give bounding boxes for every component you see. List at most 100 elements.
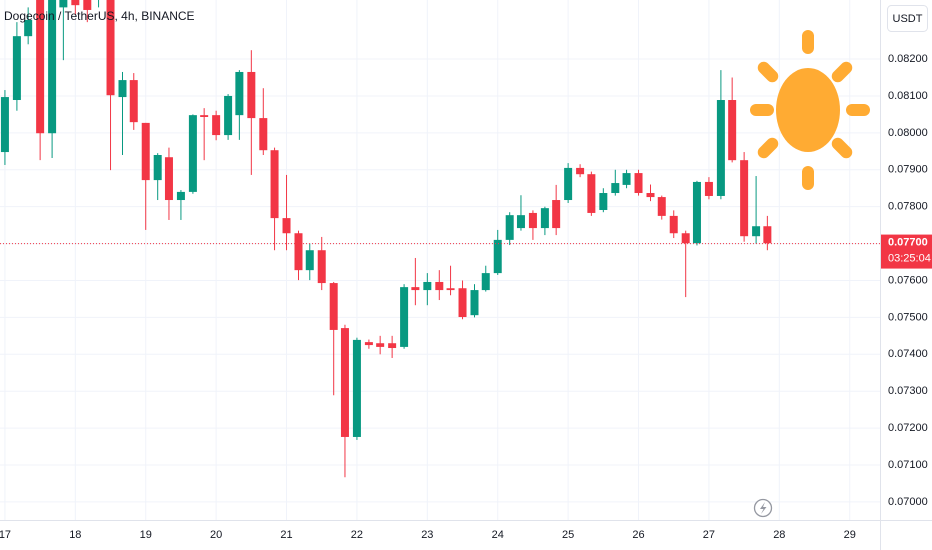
candle-body [692, 181, 701, 244]
candle-body [552, 200, 561, 229]
candle-body [599, 193, 608, 210]
candle-body [716, 100, 725, 196]
countdown-label: 03:25:04 [888, 252, 931, 264]
candle-body [400, 287, 409, 347]
candle-body [728, 100, 737, 161]
candle-body [704, 181, 713, 196]
y-tick-label: 0.08200 [888, 53, 928, 65]
x-tick-label: 21 [280, 529, 292, 541]
candle-body [646, 193, 655, 198]
candle-body [611, 183, 620, 194]
x-tick-label: 25 [562, 529, 574, 541]
candle-body [493, 239, 502, 274]
candle-body [212, 115, 221, 136]
y-tick-label: 0.07800 [888, 201, 928, 213]
candle-body [435, 281, 444, 291]
sun-icon [750, 30, 870, 190]
grid [0, 0, 880, 520]
candle-body [763, 226, 772, 244]
candle-body [118, 80, 127, 98]
currency-label[interactable]: USDT [893, 13, 923, 25]
candle-body [294, 233, 303, 271]
candle-body [752, 226, 761, 237]
y-tick-label: 0.07600 [888, 274, 928, 286]
candles [0, 0, 880, 478]
x-tick-label: 26 [632, 529, 644, 541]
y-tick-label: 0.07100 [888, 459, 928, 471]
candle-body [305, 250, 314, 271]
candle-body [587, 174, 596, 213]
candle-body [458, 288, 467, 318]
candle-body [317, 250, 326, 284]
overlay: 0.07000 0.07100 0.07200 0.07300 0.07400 0.075… [0, 53, 932, 541]
y-tick-label: 0.07400 [888, 348, 928, 360]
x-tick-label: 20 [210, 529, 222, 541]
chart-title: Dogecoin / TetherUS, 4h, BINANCE [4, 9, 195, 23]
candle-body [71, 0, 80, 6]
candle-body [259, 118, 268, 151]
currency-button[interactable] [887, 5, 928, 32]
candle-body [282, 218, 291, 234]
candle-body [106, 0, 115, 96]
candle-body [622, 173, 631, 185]
x-tick-label: 19 [140, 529, 152, 541]
candle-body [329, 283, 338, 330]
candle-body [669, 215, 678, 234]
last-price-label: 0.07700 [888, 236, 928, 248]
y-tick-label: 0.07500 [888, 311, 928, 323]
candle-body [247, 71, 256, 119]
y-tick-label: 0.08000 [888, 127, 928, 139]
x-tick-label: 24 [492, 529, 504, 541]
x-tick-label: 28 [773, 529, 785, 541]
candle-body [481, 273, 490, 291]
candle-body [446, 288, 455, 291]
candle-body [340, 328, 349, 437]
y-tick-label: 0.07900 [888, 164, 928, 176]
candle-body [352, 339, 361, 437]
candle-body [164, 157, 173, 201]
y-tick-label: 0.08100 [888, 90, 928, 102]
y-tick-label: 0.07200 [888, 422, 928, 434]
candle-body [12, 36, 21, 101]
candle-body [540, 208, 549, 229]
candle-body [235, 71, 244, 116]
candle-body [270, 150, 279, 219]
candle-body [576, 167, 585, 175]
y-tick-label: 0.07300 [888, 385, 928, 397]
x-tick-label: 29 [844, 529, 856, 541]
candle-body [141, 122, 150, 181]
x-tick-label: 22 [351, 529, 363, 541]
candle-body [129, 80, 138, 123]
candle-body [423, 281, 432, 291]
candle-body [505, 215, 514, 240]
candle-body [0, 97, 9, 153]
candle-body [59, 0, 68, 8]
candle-body [200, 115, 209, 117]
x-tick-label: 17 [0, 529, 11, 541]
candle-body [376, 343, 385, 347]
last-price-box [881, 234, 932, 269]
candle-body [388, 343, 397, 349]
candle-body [740, 160, 749, 237]
lightning-icon[interactable] [753, 498, 773, 518]
candle-body [657, 197, 666, 216]
x-tick-label: 23 [421, 529, 433, 541]
candle-body [36, 0, 45, 134]
candle-body [528, 212, 537, 229]
candle-body [83, 0, 92, 10]
candle-body [681, 233, 690, 244]
candle-body [470, 290, 479, 316]
candle-body [364, 342, 373, 346]
y-tick-label: 0.07000 [888, 496, 928, 508]
candle-body [176, 191, 185, 201]
candle-body [564, 167, 573, 201]
candle-body [188, 115, 197, 192]
candle-body [48, 0, 57, 134]
candle-body [634, 173, 643, 194]
candle-body [153, 155, 162, 181]
candle-body [516, 215, 525, 229]
candle-body [224, 95, 233, 136]
x-tick-label: 18 [69, 529, 81, 541]
x-tick-label: 27 [703, 529, 715, 541]
